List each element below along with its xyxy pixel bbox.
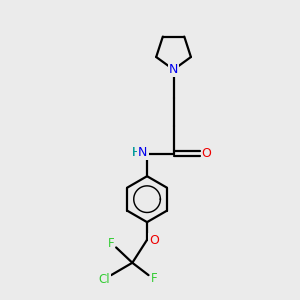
Text: N: N	[169, 63, 178, 76]
Text: N: N	[132, 146, 142, 159]
Text: H: H	[131, 146, 140, 159]
Text: O: O	[202, 147, 212, 160]
Text: O: O	[149, 234, 159, 247]
Text: N: N	[138, 146, 147, 159]
Text: Cl: Cl	[99, 273, 110, 286]
Text: H: H	[124, 146, 142, 159]
Text: F: F	[107, 237, 114, 250]
Text: F: F	[151, 272, 158, 285]
